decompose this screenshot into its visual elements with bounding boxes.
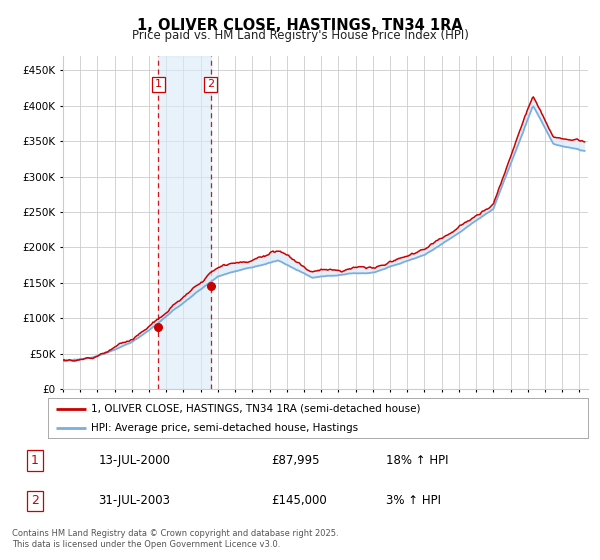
Text: £87,995: £87,995 [271,454,320,467]
Text: 3% ↑ HPI: 3% ↑ HPI [386,494,442,507]
Text: 1, OLIVER CLOSE, HASTINGS, TN34 1RA: 1, OLIVER CLOSE, HASTINGS, TN34 1RA [137,18,463,33]
Text: 31-JUL-2003: 31-JUL-2003 [98,494,170,507]
Text: 1: 1 [31,454,39,467]
Text: 13-JUL-2000: 13-JUL-2000 [98,454,170,467]
Text: Contains HM Land Registry data © Crown copyright and database right 2025.
This d: Contains HM Land Registry data © Crown c… [12,529,338,549]
Text: HPI: Average price, semi-detached house, Hastings: HPI: Average price, semi-detached house,… [91,423,358,433]
Text: 1, OLIVER CLOSE, HASTINGS, TN34 1RA (semi-detached house): 1, OLIVER CLOSE, HASTINGS, TN34 1RA (sem… [91,404,421,414]
Text: Price paid vs. HM Land Registry's House Price Index (HPI): Price paid vs. HM Land Registry's House … [131,29,469,42]
Bar [158,56,211,389]
Text: £145,000: £145,000 [271,494,327,507]
Text: 1: 1 [155,80,162,90]
Text: 2: 2 [207,80,214,90]
Text: 2: 2 [31,494,39,507]
Text: 18% ↑ HPI: 18% ↑ HPI [386,454,449,467]
